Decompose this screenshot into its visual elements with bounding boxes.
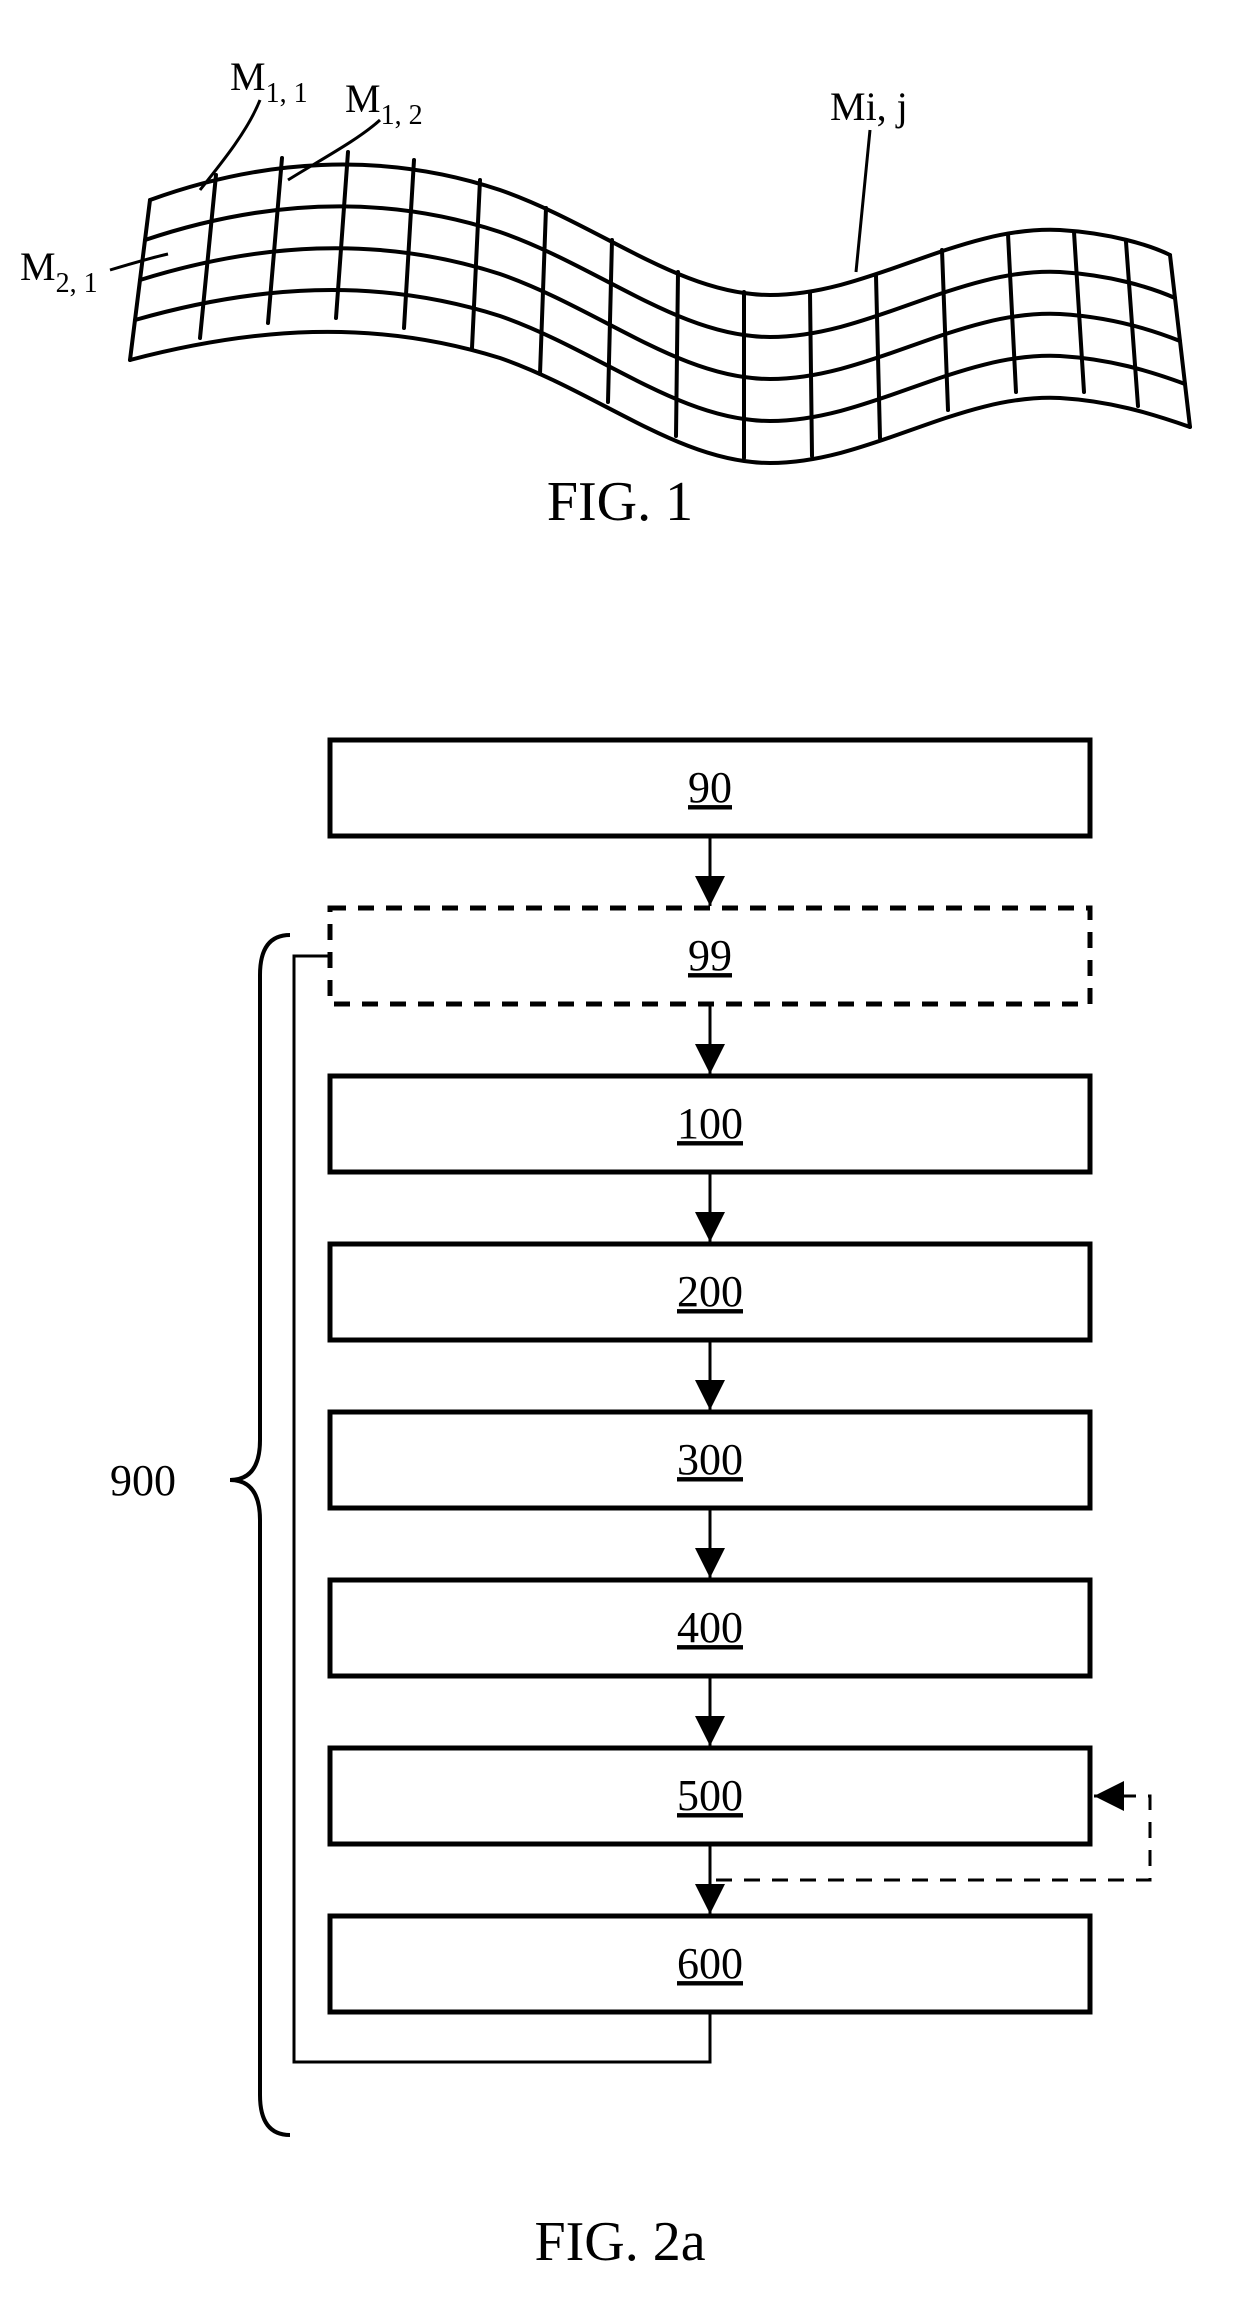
flow-box-label-300: 300	[677, 1435, 743, 1484]
label-mij: Mi, j	[830, 84, 908, 129]
flow-box-label-100: 100	[677, 1099, 743, 1148]
figure-2a-caption: FIG. 2a	[0, 2210, 1240, 2274]
flow-box-label-90: 90	[688, 763, 732, 812]
flow-feedback-600-500	[716, 1796, 1150, 1880]
flow-box-label-99: 99	[688, 931, 732, 980]
brace-900	[230, 935, 290, 2135]
brace-900-label: 900	[110, 1456, 176, 1505]
figure-2a-flowchart: 90 99 100 200 300 400 500 600 900	[0, 700, 1240, 2260]
label-m21: M2, 1	[20, 244, 98, 299]
figure-1-caption: FIG. 1	[0, 470, 1240, 534]
flow-box-label-200: 200	[677, 1267, 743, 1316]
label-m12: M1, 2	[345, 76, 423, 131]
flow-box-label-500: 500	[677, 1771, 743, 1820]
label-m11: M1, 1	[230, 54, 308, 109]
flow-box-label-400: 400	[677, 1603, 743, 1652]
page: M1, 1 M1, 2 M2, 1 Mi, j FIG. 1 90 99 100 20…	[0, 0, 1240, 2318]
flow-box-label-600: 600	[677, 1939, 743, 1988]
